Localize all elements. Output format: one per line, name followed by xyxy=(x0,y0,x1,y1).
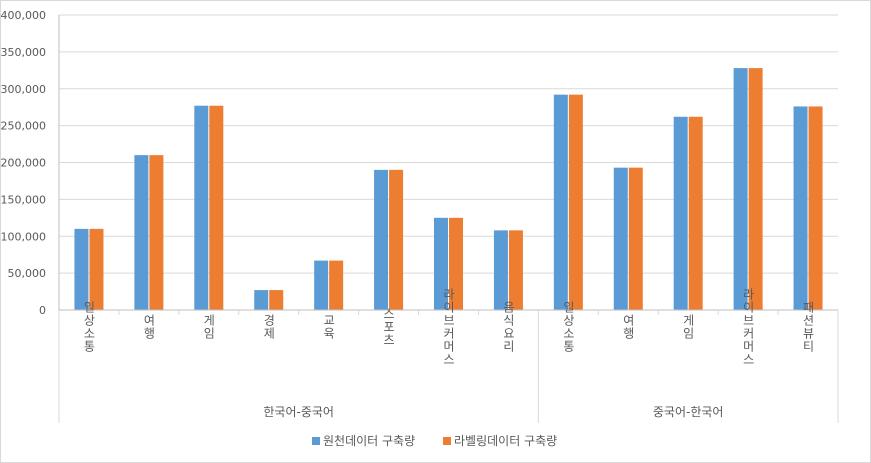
bar xyxy=(149,155,164,310)
legend: 원천데이터 구축량 라벨링데이터 구축량 xyxy=(312,433,557,448)
y-tick-label: 0 xyxy=(39,304,46,317)
category-label: 게임 xyxy=(202,314,216,340)
category-label: 여행 xyxy=(621,314,635,340)
bar xyxy=(254,290,269,310)
bar xyxy=(628,167,643,310)
y-tick-label: 200,000 xyxy=(1,157,47,170)
bar xyxy=(389,169,404,310)
bars xyxy=(74,68,823,311)
group-label: 한국어-중국어 xyxy=(263,405,334,419)
bar xyxy=(808,106,823,310)
bar xyxy=(673,116,688,311)
bar xyxy=(194,105,209,311)
category-label: 게임 xyxy=(681,314,695,340)
bar xyxy=(793,106,808,310)
y-tick-label: 350,000 xyxy=(1,46,47,59)
category-label: 라이브커머스 xyxy=(442,288,456,366)
category-labels: 일상소통 여행 게임 경제 교육 스포츠 라이브커머스 음식요리 일상소통 여행 게임 라이브커머스 패… xyxy=(82,288,815,366)
bar xyxy=(508,230,523,310)
y-tick-label: 100,000 xyxy=(1,230,47,243)
bar xyxy=(314,260,329,310)
bar xyxy=(553,94,568,311)
category-label: 교육 xyxy=(322,314,336,340)
category-label: 여행 xyxy=(142,314,156,340)
axes xyxy=(58,15,839,423)
bar xyxy=(89,228,104,310)
y-tick-label: 250,000 xyxy=(1,120,47,133)
category-label: 일상소통 xyxy=(561,301,575,353)
bar xyxy=(74,228,89,310)
bar xyxy=(434,217,448,310)
bar xyxy=(374,169,389,310)
bar xyxy=(493,230,508,310)
y-tick-label: 50,000 xyxy=(8,267,47,280)
bar xyxy=(329,260,344,310)
bar xyxy=(269,290,284,310)
category-label: 일상소통 xyxy=(82,301,96,353)
gridlines xyxy=(59,14,838,274)
category-label: 라이브커머스 xyxy=(741,288,755,366)
y-tick-label: 300,000 xyxy=(1,83,47,96)
category-label: 패션뷰티 xyxy=(801,301,815,353)
legend-swatch xyxy=(312,437,320,445)
legend-label: 라벨링데이터 구축량 xyxy=(454,434,557,448)
bar xyxy=(134,155,149,310)
bar xyxy=(748,68,763,310)
group-label: 중국어-한국어 xyxy=(653,405,724,419)
group-labels: 한국어-중국어 중국어-한국어 xyxy=(263,405,723,419)
y-tick-label: 400,000 xyxy=(1,9,47,22)
bar xyxy=(449,217,463,310)
category-label: 경제 xyxy=(262,314,276,340)
bar xyxy=(613,167,628,310)
legend-label: 원천데이터 구축량 xyxy=(323,433,415,448)
category-label: 스포츠 xyxy=(382,307,396,346)
legend-swatch xyxy=(443,437,451,445)
bar xyxy=(733,68,748,310)
bar xyxy=(209,105,224,311)
bar xyxy=(688,116,703,311)
category-label: 음식요리 xyxy=(501,301,515,353)
bar xyxy=(568,94,583,311)
y-axis-ticks: 0 50,000 100,000 150,000 200,000 250,000 300,0… xyxy=(1,9,47,317)
y-tick-label: 150,000 xyxy=(1,193,47,206)
